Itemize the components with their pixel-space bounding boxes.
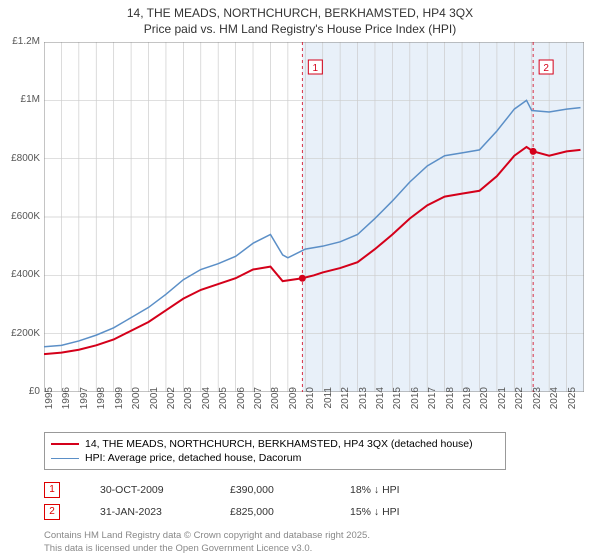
attribution: Contains HM Land Registry data © Crown c… xyxy=(44,530,370,555)
x-axis-label: 2006 xyxy=(236,387,247,427)
x-axis-label: 2014 xyxy=(375,387,386,427)
y-axis-label: £1.2M xyxy=(0,36,40,47)
x-axis-label: 1999 xyxy=(114,387,125,427)
plot-area: 12 £0£200K£400K£600K£800K£1M£1.2M 199519… xyxy=(44,42,584,392)
x-axis-label: 2007 xyxy=(253,387,264,427)
x-axis-label: 1995 xyxy=(44,387,55,427)
y-axis-label: £1M xyxy=(0,94,40,105)
x-axis-label: 2017 xyxy=(427,387,438,427)
x-axis-label: 2009 xyxy=(288,387,299,427)
chart-container: 14, THE MEADS, NORTHCHURCH, BERKHAMSTED,… xyxy=(0,0,600,560)
x-axis-label: 2020 xyxy=(479,387,490,427)
transaction-price: £390,000 xyxy=(230,484,310,496)
x-axis-label: 2022 xyxy=(514,387,525,427)
x-axis-label: 2002 xyxy=(166,387,177,427)
y-axis-label: £800K xyxy=(0,153,40,164)
legend-item: HPI: Average price, detached house, Daco… xyxy=(51,451,499,465)
legend: 14, THE MEADS, NORTHCHURCH, BERKHAMSTED,… xyxy=(44,432,506,470)
x-axis-label: 2004 xyxy=(201,387,212,427)
x-axis-label: 2024 xyxy=(549,387,560,427)
x-axis-label: 2000 xyxy=(131,387,142,427)
transaction-date: 31-JAN-2023 xyxy=(100,506,190,518)
transaction-diff: 18% ↓ HPI xyxy=(350,484,400,496)
transaction-date: 30-OCT-2009 xyxy=(100,484,190,496)
marker-badge: 2 xyxy=(44,504,60,520)
legend-label: 14, THE MEADS, NORTHCHURCH, BERKHAMSTED,… xyxy=(85,438,473,450)
x-axis-label: 1998 xyxy=(96,387,107,427)
legend-swatch xyxy=(51,458,79,459)
marker-badge: 1 xyxy=(44,482,60,498)
y-axis-label: £0 xyxy=(0,386,40,397)
x-axis-label: 1996 xyxy=(61,387,72,427)
chart-svg: 12 xyxy=(44,42,584,392)
y-axis-label: £600K xyxy=(0,211,40,222)
legend-label: HPI: Average price, detached house, Daco… xyxy=(85,452,301,464)
x-axis-label: 2001 xyxy=(149,387,160,427)
transaction-row: 1 30-OCT-2009 £390,000 18% ↓ HPI xyxy=(44,482,400,498)
x-axis-label: 2003 xyxy=(183,387,194,427)
x-axis-label: 2013 xyxy=(358,387,369,427)
svg-text:1: 1 xyxy=(313,63,319,74)
title-line1: 14, THE MEADS, NORTHCHURCH, BERKHAMSTED,… xyxy=(0,6,600,22)
transaction-price: £825,000 xyxy=(230,506,310,518)
x-axis-label: 2011 xyxy=(323,387,334,427)
transaction-row: 2 31-JAN-2023 £825,000 15% ↓ HPI xyxy=(44,504,400,520)
x-axis-label: 2021 xyxy=(497,387,508,427)
title-line2: Price paid vs. HM Land Registry's House … xyxy=(0,22,600,38)
x-axis-label: 1997 xyxy=(79,387,90,427)
x-axis-label: 2018 xyxy=(445,387,456,427)
x-axis-label: 2005 xyxy=(218,387,229,427)
transaction-diff: 15% ↓ HPI xyxy=(350,506,400,518)
x-axis-label: 2008 xyxy=(270,387,281,427)
x-axis-label: 2025 xyxy=(567,387,578,427)
x-axis-label: 2019 xyxy=(462,387,473,427)
x-axis-label: 2015 xyxy=(392,387,403,427)
x-axis-label: 2016 xyxy=(410,387,421,427)
y-axis-label: £200K xyxy=(0,328,40,339)
x-axis-label: 2010 xyxy=(305,387,316,427)
y-axis-label: £400K xyxy=(0,269,40,280)
footer-line1: Contains HM Land Registry data © Crown c… xyxy=(44,530,370,542)
x-axis-label: 2023 xyxy=(532,387,543,427)
legend-swatch xyxy=(51,443,79,445)
legend-item: 14, THE MEADS, NORTHCHURCH, BERKHAMSTED,… xyxy=(51,437,499,451)
svg-text:2: 2 xyxy=(543,63,549,74)
x-axis-label: 2012 xyxy=(340,387,351,427)
chart-title: 14, THE MEADS, NORTHCHURCH, BERKHAMSTED,… xyxy=(0,0,600,37)
footer-line2: This data is licensed under the Open Gov… xyxy=(44,543,370,555)
